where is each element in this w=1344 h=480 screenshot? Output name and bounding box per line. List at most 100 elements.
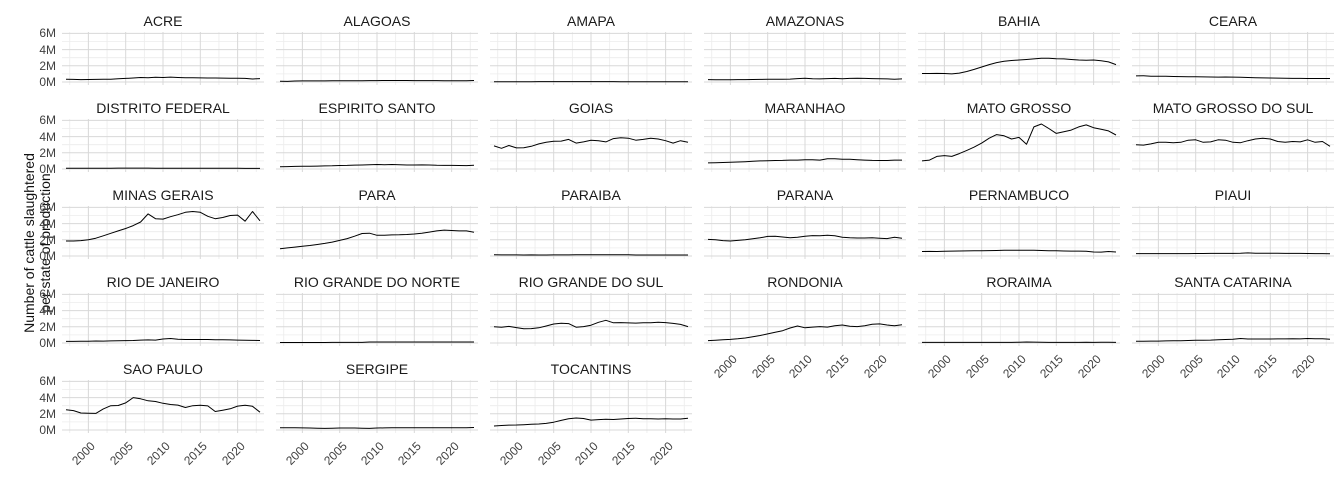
y-tick-label: 4M: [39, 390, 56, 405]
line-series: [279, 80, 475, 82]
x-tick-label: 2010: [1214, 352, 1243, 381]
facet-strip-title: MINAS GERAIS: [112, 187, 214, 203]
facet-strip-title: RIO GRANDE DO SUL: [518, 274, 664, 290]
facet-panel: [62, 119, 264, 172]
x-tick-label: 2010: [572, 439, 601, 468]
facet-strip-title: SERGIPE: [345, 361, 409, 377]
x-tick-label: 2020: [860, 352, 890, 381]
line-series: [1136, 252, 1331, 255]
facet-panel: [62, 380, 264, 433]
y-tick-label: 0M: [39, 162, 56, 176]
facet-panel: [918, 293, 1120, 346]
facet-strip-title: PARAIBA: [561, 187, 621, 203]
line-series: [707, 77, 903, 81]
line-series: [1136, 338, 1331, 342]
facet-panel: [490, 293, 692, 346]
facet-strip-title: GOIAS: [568, 100, 614, 116]
line-series: [65, 397, 261, 414]
line-series: [279, 229, 475, 250]
facet-panel: [704, 293, 906, 346]
facet-strip-title: PERNAMBUCO: [968, 187, 1070, 203]
y-tick-label: 2M: [39, 145, 56, 160]
facet-strip-title: ESPIRITO SANTO: [318, 100, 436, 116]
x-tick-label: 2020: [1288, 352, 1318, 381]
facet-strip-title: ACRE: [143, 13, 183, 29]
facet-strip-title: AMAZONAS: [765, 13, 845, 29]
line-series: [707, 158, 902, 164]
x-tick-label: 2005: [962, 352, 992, 381]
facet-panel: [1132, 293, 1334, 346]
y-tick-label: 0M: [39, 75, 56, 89]
x-tick-label: 2010: [786, 352, 815, 381]
facet-panel: [1132, 206, 1334, 259]
y-tick-label: 6M: [39, 200, 56, 215]
x-tick-label: 2020: [432, 439, 462, 468]
facet-strip-title: ALAGOAS: [343, 13, 411, 29]
facet-panel: [1132, 32, 1334, 85]
x-tick-label: 2015: [181, 439, 211, 468]
x-tick-label: 2000: [497, 439, 527, 468]
x-tick-label: 2020: [218, 439, 248, 468]
x-tick-label: 2000: [711, 352, 741, 381]
facet-strip-title: RIO GRANDE DO NORTE: [293, 274, 461, 290]
y-tick-label: 4M: [39, 216, 56, 231]
line-series: [922, 57, 1117, 75]
line-series: [66, 338, 261, 342]
x-tick-label: 2000: [1139, 352, 1169, 381]
facet-strip-title: DISTRITO FEDERAL: [96, 100, 230, 116]
facet-panel: [276, 206, 478, 259]
x-tick-label: 2010: [1000, 352, 1029, 381]
y-tick-label: 4M: [39, 303, 56, 318]
line-series: [280, 341, 474, 343]
facet-strip-title: SAO PAULO: [123, 361, 203, 377]
line-series: [66, 211, 261, 242]
facet-strip-title: BAHIA: [997, 13, 1040, 29]
line-series: [921, 123, 1117, 162]
y-tick-label: 4M: [39, 129, 56, 144]
y-tick-label: 0M: [39, 423, 56, 437]
x-tick-label: 2015: [609, 439, 639, 468]
facet-panel: [276, 380, 478, 433]
facet-panel: [490, 380, 692, 433]
x-tick-label: 2005: [320, 439, 350, 468]
x-tick-label: 2000: [69, 439, 99, 468]
facet-panel: [276, 293, 478, 346]
y-tick-label: 6M: [39, 113, 56, 128]
x-tick-label: 2005: [534, 439, 564, 468]
line-series: [493, 137, 689, 149]
line-series: [1135, 75, 1330, 79]
line-series: [280, 427, 475, 429]
x-tick-label: 2015: [823, 352, 853, 381]
facet-strip-title: TOCANTINS: [550, 361, 632, 377]
x-tick-label: 2015: [1251, 352, 1281, 381]
y-tick-label: 0M: [39, 336, 56, 350]
y-tick-label: 4M: [39, 42, 56, 57]
x-tick-label: 2020: [646, 439, 676, 468]
facet-panel: [918, 206, 1120, 259]
y-tick-label: 6M: [39, 26, 56, 41]
x-tick-label: 2005: [1176, 352, 1206, 381]
facet-strip-title: PARA: [358, 187, 396, 203]
facet-strip-title: MATO GROSSO DO SUL: [1152, 100, 1314, 116]
line-series: [493, 319, 689, 330]
facet-strip-title: RORAIMA: [986, 274, 1052, 290]
facet-panel: [704, 206, 906, 259]
facet-strip-title: MATO GROSSO: [966, 100, 1072, 116]
line-series: [921, 249, 1117, 253]
line-series: [1135, 137, 1331, 147]
x-tick-label: 2005: [748, 352, 778, 381]
x-tick-label: 2010: [358, 439, 387, 468]
facet-panel: [62, 293, 264, 346]
facet-strip-title: RONDONIA: [767, 274, 843, 290]
facet-strip-title: PIAUI: [1214, 187, 1252, 203]
y-tick-label: 2M: [39, 319, 56, 334]
facet-panel: [918, 119, 1120, 172]
x-tick-label: 2010: [144, 439, 173, 468]
x-tick-label: 2015: [395, 439, 425, 468]
line-series: [707, 323, 903, 342]
line-series: [707, 234, 903, 242]
y-tick-label: 2M: [39, 232, 56, 247]
x-tick-label: 2020: [1074, 352, 1104, 381]
facet-strip-title: AMAPA: [567, 13, 615, 29]
